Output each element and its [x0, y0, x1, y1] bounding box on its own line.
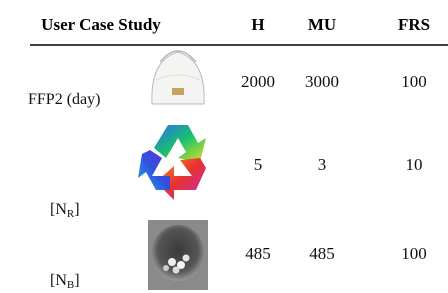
mask-image: [152, 51, 204, 104]
row-label: FFP2 (day): [28, 91, 100, 108]
recycle-icon: [138, 125, 206, 200]
value-cell: 485: [309, 244, 335, 263]
drum-photo: [148, 220, 208, 290]
header-cell: H: [251, 15, 264, 34]
value-cell: 3000: [305, 72, 339, 91]
row-label: [NB]: [50, 272, 80, 291]
label-text: FFP2 (day): [28, 91, 100, 108]
value-cell: 2000: [241, 72, 275, 91]
label-prefix: [N: [50, 201, 67, 218]
header-cell: User Case Study: [41, 15, 161, 34]
value-cell: 100: [401, 244, 427, 263]
label-prefix: [N: [50, 272, 67, 289]
label-sub: B: [67, 279, 74, 291]
value-cell: 485: [245, 244, 271, 263]
header-cell: FRS: [398, 15, 430, 34]
row-label: [NR]: [50, 201, 80, 220]
value-cell: 3: [318, 155, 327, 174]
value-cell: 10: [406, 155, 423, 174]
value-cell: 100: [401, 72, 427, 91]
header-cell: MU: [308, 15, 336, 34]
label-suffix: ]: [74, 201, 79, 218]
page: {"table": { "header": ["User Case Study"…: [0, 0, 448, 293]
table: User Case Study H MU FRS FFP2 (day) 2000 3…: [0, 0, 448, 293]
value-cell: 5: [254, 155, 263, 174]
label-suffix: ]: [74, 272, 79, 289]
